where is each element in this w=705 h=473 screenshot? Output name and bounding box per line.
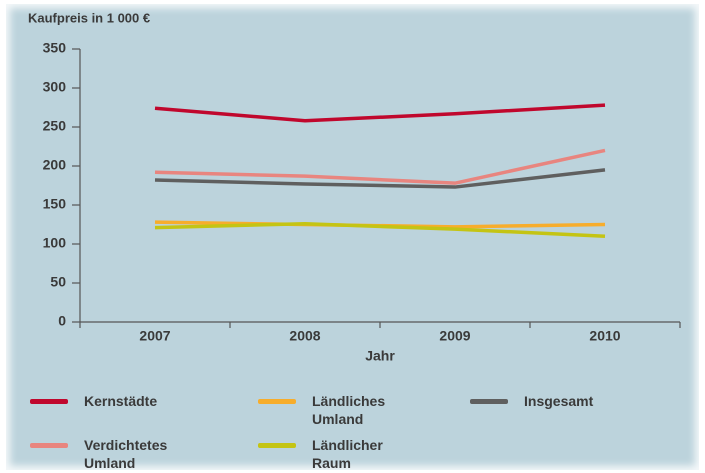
series-line xyxy=(154,103,606,123)
legend-swatch xyxy=(258,443,296,448)
series-line xyxy=(154,148,606,185)
y-tick-label: 50 xyxy=(50,274,66,290)
y-tick-label: 350 xyxy=(43,40,67,56)
y-tick-label: 200 xyxy=(43,157,67,173)
x-tick-label: 2008 xyxy=(289,328,320,344)
chart-background xyxy=(6,4,699,470)
legend-item: Ländlicher Raum xyxy=(258,436,412,472)
legend-label: Kernstädte xyxy=(84,393,158,409)
x-tick-label: 2009 xyxy=(439,328,470,344)
legend-item: Kernstädte xyxy=(30,392,184,410)
legend-item: Ländliches Umland xyxy=(258,392,412,428)
legend-swatch xyxy=(470,399,508,404)
series-line xyxy=(154,168,606,189)
legend-label: Verdichtetes Umland xyxy=(84,437,168,471)
legend-label: Insgesamt xyxy=(524,393,594,409)
y-tick-label: 300 xyxy=(43,79,67,95)
legend-item: Insgesamt xyxy=(470,392,624,410)
legend-label: Ländliches Umland xyxy=(312,393,386,427)
series-line xyxy=(154,221,606,238)
y-tick-label: 100 xyxy=(43,235,67,251)
y-axis-label: Kaufpreis in 1 000 € xyxy=(28,10,150,25)
legend-label: Ländlicher Raum xyxy=(312,437,383,471)
y-tick-label: 250 xyxy=(43,118,67,134)
x-tick-label: 2010 xyxy=(589,328,620,344)
y-tick-label: 0 xyxy=(58,313,66,329)
legend-item: Verdichtetes Umland xyxy=(30,436,184,472)
x-tick-label: 2007 xyxy=(139,328,170,344)
legend-swatch xyxy=(30,443,68,448)
legend-swatch xyxy=(258,399,296,404)
legend-swatch xyxy=(30,399,68,404)
x-axis-label: Jahr xyxy=(365,348,395,364)
y-tick-label: 150 xyxy=(43,196,67,212)
